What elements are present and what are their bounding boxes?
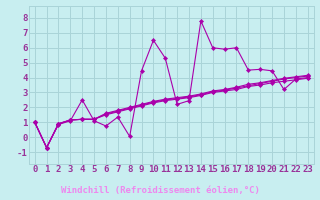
Text: Windchill (Refroidissement éolien,°C): Windchill (Refroidissement éolien,°C) — [60, 186, 260, 194]
